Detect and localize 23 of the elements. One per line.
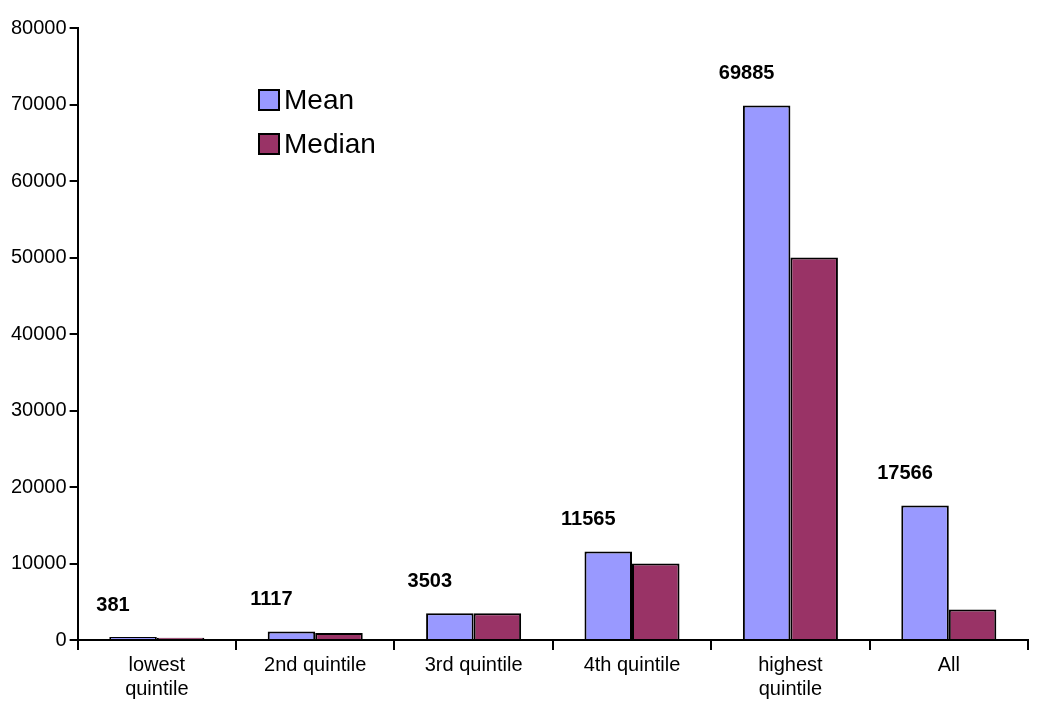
data-label: 381: [96, 592, 130, 615]
y-tick-label: 80000: [10, 15, 67, 38]
data-label: 69885: [718, 60, 775, 83]
y-tick-label: 70000: [10, 92, 67, 115]
y-tick-label: 30000: [10, 398, 67, 421]
legend-label: Median: [284, 128, 376, 160]
x-tick-label: All: [937, 652, 960, 675]
y-tick-label: 40000: [10, 321, 67, 344]
y-tick-label: 50000: [10, 245, 67, 268]
data-label: 17566: [877, 461, 933, 484]
x-tick-label: 3rd quintile: [424, 652, 523, 675]
y-tick-label: 10000: [10, 551, 67, 574]
legend-label: Mean: [284, 84, 355, 116]
y-tick-label: 0: [55, 627, 67, 650]
y-tick-label: 60000: [10, 168, 67, 191]
x-tick-label: 4th quintile: [583, 652, 681, 675]
data-label: 1117: [250, 586, 293, 609]
y-tick-label: 20000: [10, 474, 67, 497]
x-tick-label: 2nd quintile: [264, 652, 367, 675]
x-tick-label: lowest quintile: [125, 652, 189, 699]
data-label: 11565: [560, 507, 616, 530]
x-tick-label: highest quintile: [758, 652, 824, 699]
data-label: 3503: [407, 568, 453, 591]
